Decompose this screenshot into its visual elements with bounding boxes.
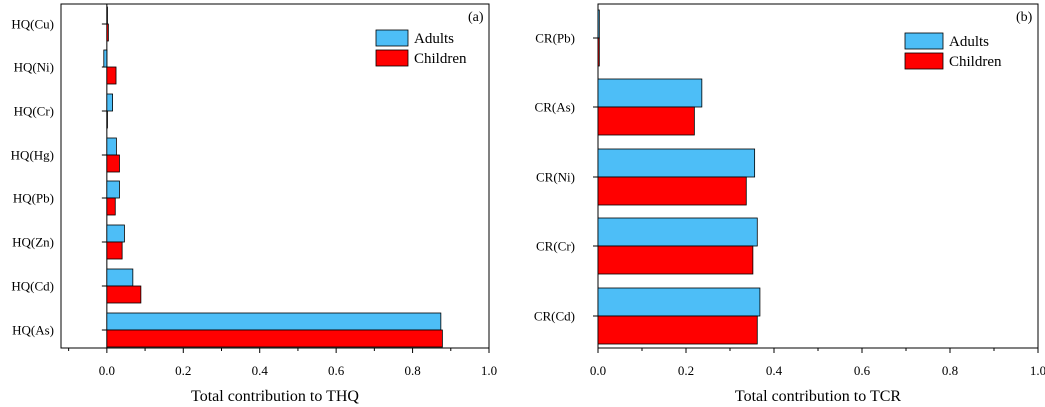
- x-tick-label: 0.4: [252, 363, 269, 378]
- legend-swatch-adults: [904, 32, 944, 50]
- category-label: CR(Ni): [536, 170, 575, 185]
- bar-children-hqpb: [106, 197, 116, 216]
- category-label: HQ(Ni): [14, 60, 54, 75]
- bar-adults-cras: [597, 78, 703, 108]
- bar-children-hqcu: [106, 23, 109, 42]
- legend-label-children: Children: [949, 54, 1002, 70]
- category-label: HQ(Pb): [13, 191, 54, 206]
- category-label: HQ(Cr): [14, 104, 54, 119]
- bar-adults-hqzn: [106, 224, 125, 243]
- bar-children-hqcr: [106, 110, 108, 129]
- plot-frame: [60, 3, 490, 349]
- bar-children-crcd: [597, 315, 758, 345]
- category-label: HQ(Cu): [11, 17, 54, 32]
- legend-swatch-children: [375, 49, 409, 67]
- panel-label: (b): [1016, 10, 1033, 25]
- x-tick-label: 0.0: [99, 363, 115, 378]
- bar-adults-crcr: [597, 217, 758, 247]
- x-tick-label: 1.0: [481, 363, 497, 378]
- x-tick-label: 0.2: [175, 363, 191, 378]
- category-label: CR(As): [535, 100, 575, 115]
- bar-children-hqni: [106, 66, 117, 85]
- x-tick-label: 0.4: [766, 363, 783, 378]
- panel-a: 0.0 0.2 0.4 0.6 0.8 1.0 Total contribution to …: [11, 3, 497, 405]
- x-tick-label: 1.0: [1030, 363, 1045, 378]
- x-tick-label: 0.6: [328, 363, 345, 378]
- bar-adults-crcd: [597, 287, 761, 317]
- x-axis-title: Total contribution to TCR: [735, 388, 901, 405]
- legend: Adults Children: [904, 32, 1002, 70]
- bar-adults-hqcu: [106, 6, 108, 25]
- legend-swatch-adults: [375, 29, 409, 47]
- x-tick-label: 0.0: [590, 363, 606, 378]
- bar-children-crpb: [597, 37, 600, 67]
- category-label: CR(Pb): [535, 31, 575, 46]
- category-label: HQ(Cd): [11, 279, 54, 294]
- bar-adults-hqcd: [106, 268, 134, 287]
- bar-children-cras: [597, 106, 695, 136]
- legend-label-children: Children: [414, 51, 467, 67]
- bar-adults-crni: [597, 148, 756, 178]
- category-label: CR(Cd): [534, 309, 575, 324]
- x-tick-label: 0.2: [678, 363, 694, 378]
- category-label: HQ(As): [12, 323, 54, 338]
- bar-children-hqhg: [106, 154, 120, 173]
- category-label: CR(Cr): [536, 239, 575, 254]
- x-tick-label: 0.8: [404, 363, 420, 378]
- legend-swatch-children: [904, 52, 944, 70]
- legend-label-adults: Adults: [414, 31, 454, 47]
- category-label: HQ(Zn): [12, 235, 54, 250]
- bar-adults-hqni: [103, 49, 108, 68]
- bar-children-crni: [597, 176, 747, 206]
- bar-children-hqcd: [106, 285, 142, 304]
- bar-adults-crpb: [597, 9, 600, 39]
- category-label: HQ(Hg): [11, 148, 54, 163]
- x-tick-label: 0.8: [942, 363, 958, 378]
- x-axis-title: Total contribution to THQ: [191, 388, 359, 405]
- bar-children-hqas: [106, 329, 443, 348]
- legend-label-adults: Adults: [949, 34, 989, 50]
- bar-adults-hqas: [106, 312, 442, 331]
- legend: Adults Children: [375, 29, 467, 67]
- panel-label: (a): [468, 10, 484, 25]
- bar-adults-hqcr: [106, 93, 113, 112]
- bar-children-hqzn: [106, 241, 123, 260]
- bar-children-crcr: [597, 245, 754, 275]
- x-tick-label: 0.6: [854, 363, 871, 378]
- panel-b: 0.0 0.2 0.4 0.6 0.8 1.0 Total contribution to …: [534, 3, 1045, 405]
- bar-adults-hqhg: [106, 137, 117, 156]
- bar-adults-hqpb: [106, 180, 120, 199]
